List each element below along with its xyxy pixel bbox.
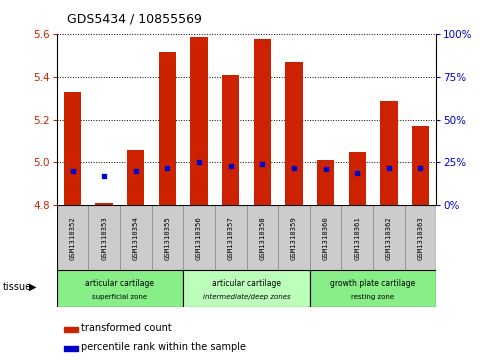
Text: GSM1310355: GSM1310355 [164,216,171,260]
Text: articular cartilage: articular cartilage [212,279,281,287]
Bar [285,62,303,205]
Text: GSM1310363: GSM1310363 [418,216,423,260]
Text: GSM1310353: GSM1310353 [101,216,107,260]
Bar [64,92,81,205]
Text: resting zone: resting zone [352,294,394,299]
Text: GSM1310357: GSM1310357 [228,216,234,260]
Bar [64,346,77,351]
Bar [349,152,366,205]
Bar [183,270,310,307]
Bar [88,205,120,270]
Text: GSM1310354: GSM1310354 [133,216,139,260]
Text: percentile rank within the sample: percentile rank within the sample [81,342,246,351]
Bar [120,205,152,270]
Text: GSM1310362: GSM1310362 [386,216,392,260]
Bar [380,101,397,205]
Bar [215,205,246,270]
Bar [57,205,88,270]
Bar [310,270,436,307]
Text: GSM1310359: GSM1310359 [291,216,297,260]
Text: transformed count: transformed count [81,323,172,333]
Bar [222,75,240,205]
Text: GDS5434 / 10855569: GDS5434 / 10855569 [67,12,202,25]
Bar [341,205,373,270]
Bar [64,327,77,331]
Bar [152,205,183,270]
Text: superficial zone: superficial zone [92,294,147,299]
Bar [412,126,429,205]
Text: growth plate cartilage: growth plate cartilage [330,279,416,287]
Bar [317,160,334,205]
Bar [159,52,176,205]
Text: ▶: ▶ [29,282,36,292]
Bar [405,205,436,270]
Bar [246,205,278,270]
Text: tissue: tissue [2,282,32,292]
Bar [278,205,310,270]
Text: GSM1310356: GSM1310356 [196,216,202,260]
Text: GSM1310358: GSM1310358 [259,216,265,260]
Bar [253,39,271,205]
Bar [127,150,144,205]
Bar [96,203,113,205]
Bar [57,270,183,307]
Bar [310,205,341,270]
Bar [183,205,215,270]
Text: articular cartilage: articular cartilage [85,279,154,287]
Text: GSM1310360: GSM1310360 [322,216,329,260]
Bar [190,37,208,205]
Bar [373,205,405,270]
Text: GSM1310352: GSM1310352 [70,216,75,260]
Text: intermediate/deep zones: intermediate/deep zones [203,294,290,299]
Text: GSM1310361: GSM1310361 [354,216,360,260]
